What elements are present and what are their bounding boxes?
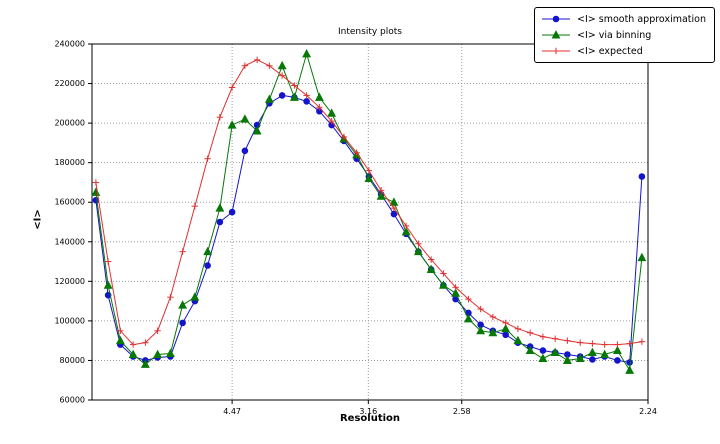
y-tick-label: 100000 bbox=[54, 316, 85, 325]
legend-item-via-binning: <I> via binning bbox=[540, 27, 706, 43]
series-circle bbox=[92, 92, 646, 366]
legend-label: <I> via binning bbox=[577, 29, 652, 41]
y-tick-label: 240000 bbox=[54, 40, 85, 49]
legend-marker-plus-icon bbox=[542, 47, 571, 55]
legend-item-smooth-approximation: <I> smooth approximation bbox=[540, 11, 706, 27]
plot-border bbox=[91, 43, 649, 401]
y-tick-label: 140000 bbox=[54, 237, 85, 246]
y-tick-label: 220000 bbox=[54, 79, 85, 88]
x-tick-label: 2.58 bbox=[453, 407, 471, 416]
legend-marker-circle-icon bbox=[542, 15, 571, 23]
legend-label: <I> expected bbox=[577, 45, 643, 57]
x-axis-label: Resolution bbox=[339, 413, 401, 424]
y-tick-label: 60000 bbox=[60, 396, 85, 405]
y-tick-label: 160000 bbox=[54, 198, 85, 207]
legend-marker-triangle-icon bbox=[542, 30, 571, 39]
legend: <I> smooth approximation <I> via binning… bbox=[534, 7, 715, 63]
x-tick-label: 2.24 bbox=[639, 407, 657, 416]
x-tick-label: 4.47 bbox=[223, 407, 241, 416]
series-plus bbox=[92, 56, 646, 348]
legend-label: <I> smooth approximation bbox=[577, 13, 706, 25]
chart-title: Intensity plots bbox=[338, 27, 402, 37]
x-tick-label: 3.16 bbox=[359, 407, 377, 416]
series-triangle bbox=[91, 49, 647, 374]
y-tick-label: 200000 bbox=[54, 119, 85, 128]
y-tick-label: 180000 bbox=[54, 158, 85, 167]
y-tick-label: 120000 bbox=[54, 277, 85, 286]
legend-item-expected: <I> expected bbox=[540, 43, 706, 59]
y-tick-label: 80000 bbox=[60, 356, 85, 365]
